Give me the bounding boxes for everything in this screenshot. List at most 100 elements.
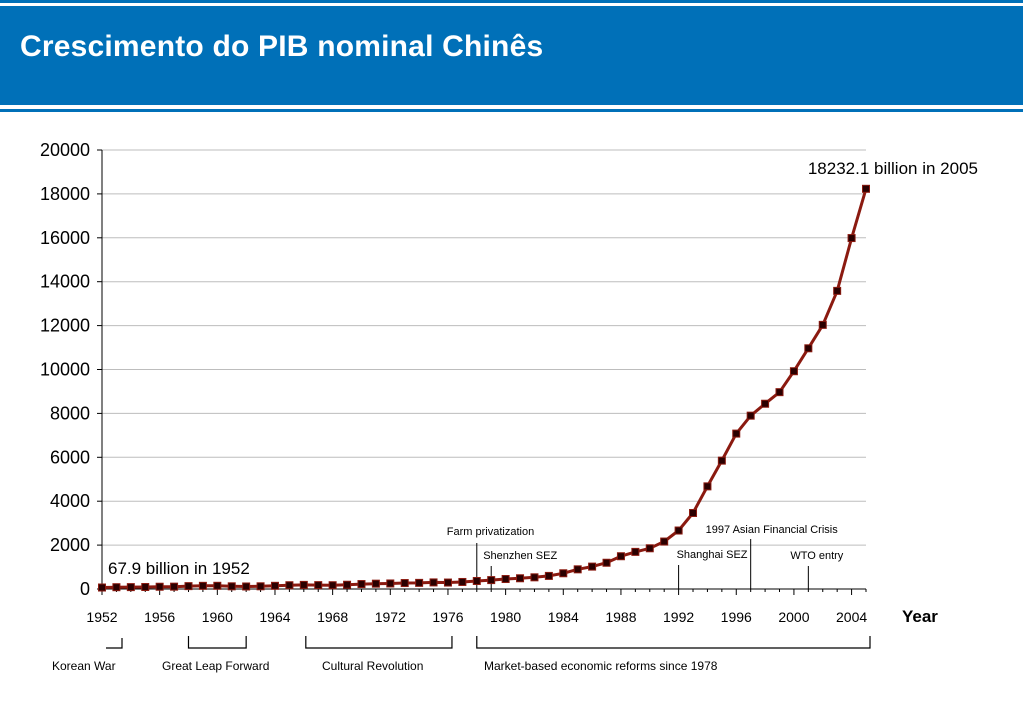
era-label: Market-based economic reforms since 1978 [484,659,718,673]
event-label: Shenzhen SEZ [483,550,557,562]
data-point [270,581,279,590]
header-top-rule [0,0,1023,3]
x-tick-label: 1988 [605,609,636,625]
data-point [386,579,395,588]
data-point [443,578,452,587]
grid-lines [102,149,866,590]
data-point [487,576,496,585]
start-value-label: 67.9 billion in 1952 [108,559,250,578]
callout-labels: 67.9 billion in 1952 18232.1 billion in 2… [108,159,978,578]
x-tick-label: 1972 [375,609,406,625]
data-point [141,583,150,592]
y-tick-label: 2000 [50,535,90,555]
data-point [616,552,625,561]
data-point [299,580,308,589]
data-point [184,582,193,591]
y-tick-label: 14000 [40,272,90,292]
era-label: Korean War [52,659,116,673]
data-point [415,578,424,587]
data-point [98,583,106,592]
event-label: Shanghai SEZ [677,549,748,561]
y-tick-label: 10000 [40,360,90,380]
era-brackets: Korean War Great Leap Forward Cultural Rev… [52,636,871,673]
header-bottom-rule [0,109,1023,112]
x-tick-label: 1952 [86,609,117,625]
data-point [227,582,236,591]
data-point [429,578,438,587]
data-point [833,286,842,295]
data-point [732,429,741,438]
data-point [400,579,409,588]
y-tick-label: 6000 [50,447,90,467]
data-point [674,526,683,535]
slide-title: Crescimento do PIB nominal Chinês [20,30,544,63]
data-point [631,547,640,556]
x-tick-label: 1984 [548,609,579,625]
era-label: Cultural Revolution [322,659,423,673]
y-axis-ticks: 0 2000 4000 6000 8000 10000 12000 14000 16000 180… [40,140,103,599]
data-point [285,581,294,590]
data-point [170,582,179,591]
era-bracket [106,638,123,649]
y-tick-label: 12000 [40,316,90,336]
plot-area [98,184,870,592]
event-label: WTO entry [790,550,843,562]
data-point [328,581,337,590]
x-tick-label: 1968 [317,609,348,625]
y-tick-label: 4000 [50,491,90,511]
data-point [588,562,597,571]
x-tick-label: 2004 [836,609,867,625]
y-tick-label: 8000 [50,403,90,423]
data-point [660,537,669,546]
x-tick-label: 1992 [663,609,694,625]
event-label: Farm privatization [447,526,534,538]
era-bracket [187,636,247,649]
data-point [198,581,207,590]
data-point [371,579,380,588]
data-point [746,411,755,420]
data-point [862,184,870,193]
data-point [126,583,135,592]
x-tick-label: 1964 [259,609,290,625]
x-tick-label: 1980 [490,609,521,625]
y-tick-label: 20000 [40,140,90,160]
y-tick-label: 0 [80,579,90,599]
slide-header: Crescimento do PIB nominal Chinês [0,0,1023,112]
x-tick-label: 1996 [721,609,752,625]
data-point [761,399,770,408]
event-label: 1997 Asian Financial Crisis [706,524,839,536]
y-tick-label: 16000 [40,228,90,248]
x-axis-label: Year [902,607,938,626]
data-point [112,583,121,592]
data-point [343,580,352,589]
era-bracket [476,636,871,649]
x-axis-ticks: 1952 1956 1960 1964 1968 1972 1976 1980 1984 1988… [86,589,867,625]
data-point [501,575,510,584]
data-point [314,581,323,590]
data-point [703,482,712,491]
data-point [559,569,568,578]
data-point [242,582,251,591]
x-tick-label: 2000 [778,609,809,625]
data-point [472,576,481,585]
data-point [516,574,525,583]
data-point [256,582,265,591]
x-tick-label: 1956 [144,609,175,625]
data-point [544,571,553,580]
data-point [847,234,856,243]
data-point [645,544,654,553]
data-point [530,573,539,582]
data-point [573,565,582,574]
data-point [155,582,164,591]
x-tick-label: 1960 [202,609,233,625]
header-band [0,6,1023,105]
era-bracket [305,636,453,649]
end-value-label: 18232.1 billion in 2005 [808,159,978,178]
era-label: Great Leap Forward [162,659,269,673]
data-point [717,456,726,465]
x-tick-label: 1976 [432,609,463,625]
data-point [357,580,366,589]
data-point [213,581,222,590]
data-point [789,367,798,376]
